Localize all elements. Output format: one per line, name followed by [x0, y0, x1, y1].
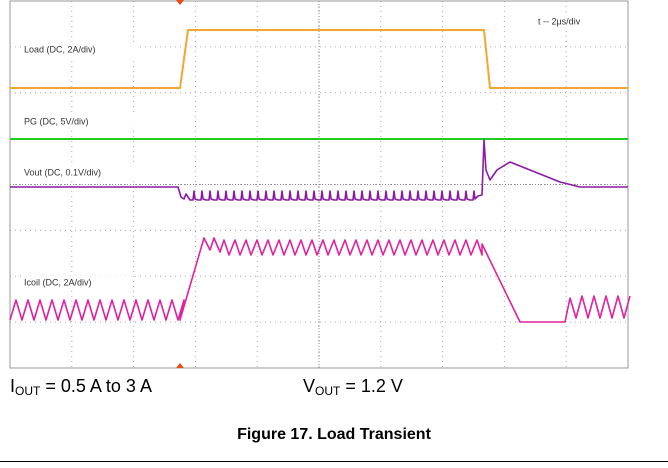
condition-text: = 1.2 V: [345, 376, 403, 396]
trace-label: Load (DC, 2A/div): [24, 44, 96, 54]
vout-trace: [10, 139, 628, 201]
condition-text: = 0.5 A to 3 A: [45, 376, 152, 396]
waveforms: [9, 29, 631, 323]
trace-label: Vout (DC, 0.1V/div): [24, 167, 101, 177]
trace-label: Icoil (DC, 2A/div): [24, 277, 92, 287]
bottom-rule: [0, 461, 668, 462]
caption: Figure 17. Load Transient: [237, 426, 431, 443]
timebase: t -- 2μs/div: [538, 16, 581, 26]
label-bg: [22, 43, 140, 57]
trigger-marker: [176, 0, 184, 5]
label-bg: [22, 115, 134, 129]
symbol: V: [303, 376, 316, 396]
subscript: OUT: [315, 384, 341, 398]
label-bg: [22, 276, 132, 290]
grid: [10, 1, 628, 368]
trigger-marker: [176, 363, 184, 368]
scope-screen: Load (DC, 2A/div) PG (DC, 5V/div) Vout (…: [9, 0, 631, 369]
icoil-trace: [9, 237, 631, 323]
condition: IOUT = 0.5 A to 3 A: [10, 376, 152, 398]
label-bg: [22, 166, 140, 180]
label-bg: [520, 14, 600, 30]
subscript: OUT: [15, 384, 41, 398]
trace-label: PG (DC, 5V/div): [24, 116, 89, 126]
load-trace: [10, 29, 628, 89]
condition: VOUT = 1.2 V: [303, 376, 403, 398]
symbol: I: [10, 376, 16, 396]
